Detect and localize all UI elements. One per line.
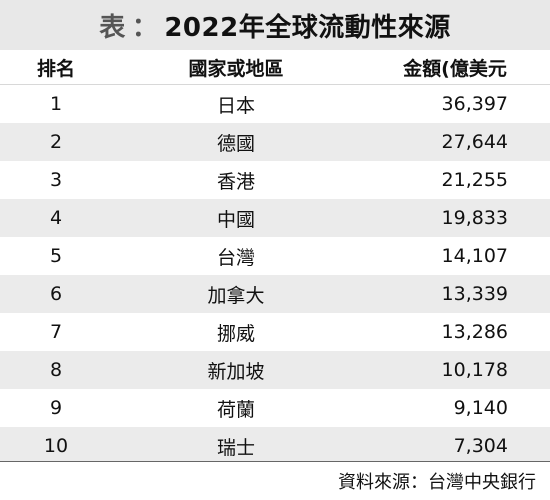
table-row: 2 德國 27,644 (0, 123, 550, 161)
cell-region: 香港 (216, 170, 255, 193)
cell-rank: 9 (49, 397, 63, 419)
header-rank: 排名 (0, 50, 112, 85)
cell-rank: 8 (0, 351, 112, 389)
header-amount: 金額(億美元 (360, 50, 550, 85)
cell-region: 中國 (112, 199, 360, 237)
cell-region: 台灣 (216, 246, 255, 269)
liquidity-table: 排名 國家或地區 金額(億美元 1 日本 36,397 2 德國 27,644 … (0, 50, 550, 465)
cell-rank: 6 (0, 275, 112, 313)
cell-region: 德國 (112, 123, 360, 161)
cell-amount: 27,644 (360, 123, 550, 161)
header-row: 排名 國家或地區 金額(億美元 (0, 50, 550, 85)
cell-rank: 1 (49, 93, 63, 115)
cell-rank: 3 (49, 169, 63, 191)
cell-region: 新加坡 (112, 351, 360, 389)
cell-region: 挪威 (216, 322, 255, 345)
table-row: 6 加拿大 13,339 (0, 275, 550, 313)
cell-amount: 13,339 (360, 275, 550, 313)
table-row: 10 瑞士 7,304 (0, 427, 550, 465)
cell-rank: 7 (49, 321, 63, 343)
header-region: 國家或地區 (112, 50, 360, 85)
cell-region: 荷蘭 (216, 398, 255, 421)
table-row: 8 新加坡 10,178 (0, 351, 550, 389)
title-separator: ： (131, 12, 159, 43)
cell-amount: 19,833 (360, 199, 550, 237)
cell-amount: 9,140 (453, 397, 508, 419)
cell-region: 加拿大 (112, 275, 360, 313)
cell-region: 瑞士 (112, 427, 360, 465)
cell-amount: 10,178 (360, 351, 550, 389)
cell-rank: 2 (0, 123, 112, 161)
cell-rank: 10 (0, 427, 112, 465)
cell-amount: 13,286 (441, 321, 508, 343)
title-prefix: 表 (99, 12, 126, 43)
cell-region: 日本 (216, 94, 255, 117)
cell-rank: 4 (0, 199, 112, 237)
table-row: 3 香港 21,255 (0, 161, 550, 199)
cell-rank: 5 (49, 245, 63, 267)
table-title: 表 ： 2022年全球流動性來源 (0, 0, 550, 50)
source-note: 資料來源：台灣中央銀行 (0, 461, 550, 500)
table-row: 7 挪威 13,286 (0, 313, 550, 351)
cell-amount: 7,304 (360, 427, 550, 465)
cell-amount: 21,255 (441, 169, 508, 191)
title-text: 2022年全球流動性來源 (164, 12, 451, 43)
table-row: 1 日本 36,397 (0, 85, 550, 124)
table-row: 5 台灣 14,107 (0, 237, 550, 275)
cell-amount: 36,397 (441, 93, 508, 115)
table-row: 4 中國 19,833 (0, 199, 550, 237)
cell-amount: 14,107 (441, 245, 508, 267)
table-row: 9 荷蘭 9,140 (0, 389, 550, 427)
